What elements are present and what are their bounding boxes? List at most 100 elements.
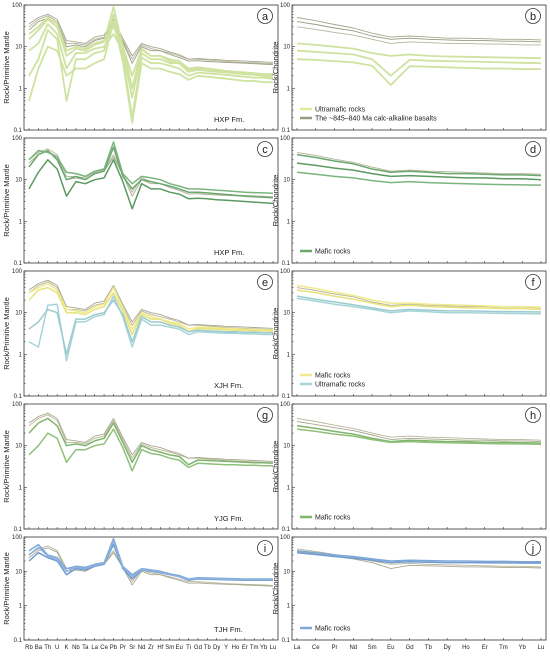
x-tick-label: Lu xyxy=(538,645,545,651)
x-tick-label: Tb xyxy=(425,645,433,651)
panel-i: 0.1 1 10 100 Rock/Primitive Mantle i TJH Fm. Rb… xyxy=(2,535,279,651)
panel-badge-letter: e xyxy=(262,277,268,289)
y-tick-label: 100 xyxy=(280,402,291,408)
panel-badge xyxy=(257,540,273,556)
series-line-basalt xyxy=(296,421,542,443)
y-axis-label: Rock/Primitive Mantle xyxy=(2,430,11,503)
series-line-basalt xyxy=(296,417,542,441)
legend-label: Ultramafic rocks xyxy=(315,107,366,114)
y-tick-label: 100 xyxy=(280,3,291,9)
x-tick-label: Sm xyxy=(165,645,174,651)
x-tick-label: Nb xyxy=(72,645,80,651)
y-tick-label: 1 xyxy=(19,485,23,491)
x-tick-label: Eu xyxy=(387,645,394,651)
x-tick-label: U xyxy=(55,645,59,651)
series-line-mafic xyxy=(28,141,274,195)
series-line-ultramafic xyxy=(28,23,274,99)
panel-f: 0.1 1 10 100 Rock/Chondrite f Mafic rocks Ultra… xyxy=(271,269,547,400)
x-tick-label: Dy xyxy=(213,645,220,651)
x-tick-label: Ho xyxy=(232,645,240,651)
x-tick-label: Ti xyxy=(186,645,191,651)
series-line-mafic xyxy=(296,425,542,444)
panel-badge xyxy=(525,540,541,556)
x-tick-label: Ce xyxy=(312,645,320,651)
x-tick-label: Er xyxy=(242,645,248,651)
y-axis-label: Rock/Chondrite xyxy=(271,42,280,94)
series-line-mafic xyxy=(28,146,274,199)
x-tick-label: Tb xyxy=(204,645,212,651)
series-line-basalt xyxy=(28,13,274,63)
y-tick-label: 0.1 xyxy=(282,261,291,267)
panel-frame xyxy=(291,403,547,530)
series-line-mafic xyxy=(28,159,274,210)
series-line-basalt xyxy=(28,547,274,587)
series-line-basalt xyxy=(296,17,542,41)
x-tick-label: K xyxy=(65,645,69,651)
y-tick-label: 0.1 xyxy=(282,128,291,134)
y-tick-label: 10 xyxy=(283,444,290,450)
y-tick-label: 10 xyxy=(283,178,290,184)
y-tick-label: 100 xyxy=(12,136,23,142)
panel-frame xyxy=(291,270,547,397)
y-tick-label: 1 xyxy=(287,352,291,358)
x-tick-label: Ho xyxy=(462,645,470,651)
x-tick-label: Pr xyxy=(332,645,338,651)
panel-badge xyxy=(525,8,541,24)
y-tick-label: 1 xyxy=(287,485,291,491)
x-tick-label: Gd xyxy=(194,645,202,651)
legend-label: Mafic rocks xyxy=(315,373,351,380)
x-tick-label: Gd xyxy=(406,645,414,651)
y-tick-label: 100 xyxy=(12,269,23,275)
series-line-mafic xyxy=(296,551,542,564)
y-axis-label: Rock/Primitive Mantle xyxy=(2,552,11,625)
formation-label: XJH Fm. xyxy=(214,381,243,390)
series-line-mafic xyxy=(28,540,273,581)
x-tick-label: Tm xyxy=(499,645,508,651)
y-tick-label: 0.1 xyxy=(14,261,23,267)
series-line-ultramafic xyxy=(296,42,542,60)
y-tick-label: 10 xyxy=(283,569,290,575)
x-tick-label: Ta xyxy=(82,645,89,651)
series-line-mafic xyxy=(296,153,542,177)
y-tick-label: 100 xyxy=(280,136,291,142)
y-tick-label: 100 xyxy=(12,402,23,408)
x-tick-label: Th xyxy=(44,645,51,651)
y-axis-label: Rock/Primitive Mantle xyxy=(2,297,11,370)
panel-c: 0.1 1 10 100 Rock/Primitive Mantle c HXP Fm. xyxy=(2,136,279,267)
formation-label: TJH Fm. xyxy=(214,625,243,634)
panel-badge-letter: a xyxy=(262,11,269,23)
series-line-mafic xyxy=(28,428,273,472)
panel-badge xyxy=(257,8,273,24)
y-tick-label: 0.1 xyxy=(14,638,23,644)
x-tick-label: Sm xyxy=(368,645,377,651)
y-tick-label: 0.1 xyxy=(282,527,291,533)
y-tick-label: 10 xyxy=(15,444,22,450)
series-line-mafic xyxy=(296,284,542,308)
series-line-basalt xyxy=(28,412,274,462)
y-tick-label: 0.1 xyxy=(14,394,23,400)
y-tick-label: 0.1 xyxy=(282,394,291,400)
series-line-ultramafic xyxy=(296,49,542,77)
formation-label: HXP Fm. xyxy=(214,115,244,124)
panel-e: 0.1 1 10 100 Rock/Primitive Mantle e XJH Fm. xyxy=(2,269,279,400)
series-line-ultramafic xyxy=(296,295,542,313)
y-tick-label: 1 xyxy=(287,86,291,92)
legend-label: Mafic rocks xyxy=(315,626,351,633)
x-tick-label: Yb xyxy=(519,645,527,651)
series-line-mafic xyxy=(28,417,274,466)
series-line-basalt xyxy=(296,26,541,46)
legend-label: Ultramafic rocks xyxy=(315,382,366,389)
series-line-mafic xyxy=(296,171,542,186)
series-line-ultramafic xyxy=(28,20,273,124)
formation-label: HXP Fm. xyxy=(214,248,244,257)
panel-d: 0.1 1 10 100 Rock/Chondrite d Mafic rocks xyxy=(271,136,547,267)
series-line-ultramafic xyxy=(28,299,273,356)
panel-h: 0.1 1 10 100 Rock/Chondrite h Mafic rocks xyxy=(271,402,547,533)
legend-label: Mafic rocks xyxy=(315,249,351,256)
panel-frame xyxy=(23,403,279,530)
y-tick-label: 0.1 xyxy=(14,527,23,533)
legend-label: Mafic rocks xyxy=(315,515,351,522)
x-tick-label: Zr xyxy=(148,645,154,651)
x-tick-label: Sr xyxy=(129,645,135,651)
series-line-basalt xyxy=(28,17,274,66)
